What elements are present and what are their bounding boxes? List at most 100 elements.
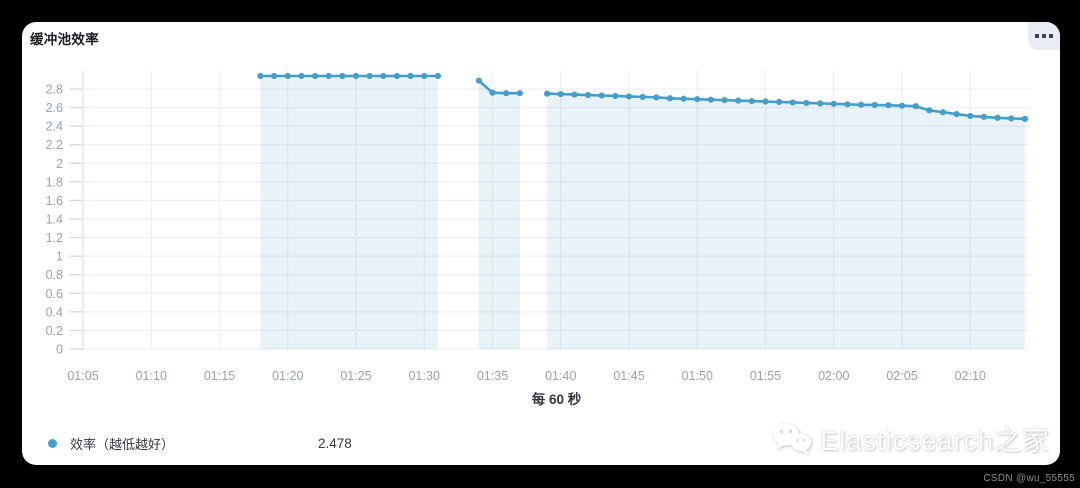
efficiency-chart: 01:05 01:10 01:15 01:20 01:25 01:30 01:35 01:40… [22, 22, 1060, 422]
data-point [639, 93, 646, 100]
data-point [352, 72, 360, 80]
watermark-credit-text: CSDN @wu_55555 [983, 473, 1075, 484]
legend-item-efficiency[interactable]: 效率（越低越好） [48, 433, 174, 453]
legend-series-dot-icon [48, 438, 57, 448]
x-axis-tick-label: 01:30 [409, 369, 440, 383]
data-point [325, 72, 332, 80]
panel-options-squares-icon [1035, 34, 1039, 38]
data-point [598, 92, 605, 99]
panel-options-button[interactable] [1028, 22, 1060, 50]
data-point [953, 110, 960, 118]
y-axis-tick-label: 2.6 [46, 101, 63, 115]
data-point [844, 101, 851, 108]
chart-plot-area[interactable] [83, 70, 1030, 349]
x-axis-tick-label: 01:10 [136, 369, 167, 383]
legend-series-label: 效率（越低越好） [70, 436, 175, 452]
data-point [544, 90, 551, 97]
y-axis-tick-label: 0.8 [46, 268, 63, 282]
data-point [571, 91, 578, 98]
y-axis-tick-label: 2.8 [46, 82, 63, 96]
data-point [421, 72, 428, 80]
series-area-fill [260, 75, 438, 349]
data-point [257, 72, 264, 80]
x-axis-tick-label: 01:05 [67, 369, 98, 383]
data-point [339, 72, 346, 80]
series-area-fill [547, 93, 1025, 349]
data-point [284, 72, 291, 80]
y-axis-tick-label: 1.8 [46, 175, 63, 189]
y-axis-tick-label: 1.4 [46, 212, 63, 226]
data-point [1021, 115, 1028, 122]
watermark: Elasticsearch之家 [771, 419, 1050, 458]
data-point [298, 72, 305, 80]
x-axis-title: 每 60 秒 [532, 391, 582, 407]
data-point [721, 97, 728, 104]
data-point [980, 113, 988, 120]
data-point [475, 77, 482, 84]
chart-panel: 缓冲池效率 01:05 01:10 01:15 01:20 01:25 01:30 01:3… [22, 22, 1060, 465]
y-axis-tick-label: 0.6 [46, 287, 63, 301]
y-axis-tick-label: 2.2 [46, 138, 63, 152]
data-point [912, 103, 919, 110]
y-axis-tick-label: 0.2 [46, 324, 63, 338]
chart-canvas[interactable]: 01:05 01:10 01:15 01:20 01:25 01:30 01:35 01:40… [22, 22, 1060, 422]
data-point [898, 102, 906, 109]
data-point [885, 102, 892, 109]
x-axis-tick-label: 02:05 [886, 369, 917, 383]
y-axis-tick-label: 2.4 [46, 120, 63, 134]
data-point [694, 96, 701, 103]
data-point [557, 90, 564, 98]
data-point [516, 90, 523, 97]
data-point [434, 72, 441, 80]
x-axis-tick-label: 01:45 [613, 369, 644, 383]
x-axis-tick-label: 01:40 [545, 369, 576, 383]
data-point [926, 107, 933, 114]
legend-series-value: 2.478 [318, 435, 352, 451]
data-point [857, 101, 865, 108]
panel-title: 缓冲池效率 [30, 32, 99, 47]
panel-options-squares-icon [1049, 34, 1053, 38]
wechat-icon [773, 423, 812, 454]
data-point [612, 92, 619, 100]
data-point [762, 98, 769, 105]
series-line [477, 79, 520, 95]
data-point [871, 101, 878, 109]
data-point [407, 72, 414, 80]
data-point [584, 91, 592, 99]
x-axis-tick-label: 02:10 [955, 369, 986, 383]
x-axis-tick-label: 01:15 [204, 369, 235, 383]
data-point [789, 99, 796, 106]
data-point [680, 95, 687, 102]
data-point [735, 97, 742, 104]
data-point [939, 109, 947, 116]
watermark-brand-text: Elasticsearch之家 [820, 426, 1050, 456]
data-point [817, 100, 824, 107]
data-point [994, 114, 1001, 121]
x-axis-tick-label: 01:20 [272, 369, 303, 383]
data-point [311, 72, 319, 80]
data-point [503, 90, 510, 97]
data-point [1008, 115, 1015, 122]
data-point [666, 95, 674, 102]
data-point [803, 99, 810, 107]
data-point [271, 72, 278, 80]
data-point [748, 97, 755, 105]
series-area-fill [478, 80, 520, 350]
data-point [830, 100, 837, 107]
x-axis-tick-label: 01:25 [340, 369, 371, 383]
data-point [393, 72, 401, 80]
data-point [707, 96, 715, 103]
data-point [380, 72, 387, 80]
data-point [366, 72, 373, 80]
data-point [776, 98, 783, 106]
y-axis-tick-label: 1.2 [46, 231, 63, 245]
data-point [967, 112, 974, 120]
y-axis-tick-label: 0 [56, 343, 63, 357]
x-axis-tick-label: 02:00 [818, 369, 849, 383]
x-axis-tick-label: 01:50 [682, 369, 713, 383]
y-axis-tick-label: 1.6 [46, 194, 63, 208]
x-axis-tick-label: 01:35 [477, 369, 508, 383]
x-axis-tick-label: 01:55 [750, 369, 781, 383]
data-point [625, 93, 633, 100]
y-axis-tick-label: 2 [56, 157, 63, 171]
